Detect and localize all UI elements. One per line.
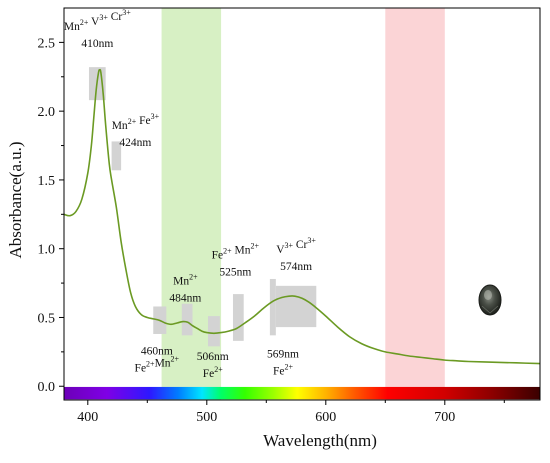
annotation-6-line-0: 506nm [197,351,229,363]
annotation-1-line-1: 424nm [119,137,151,149]
x-tick-label-700: 700 [434,410,455,425]
annotation-2-line-1: 484nm [169,292,201,304]
axis-ticks: 400 500 600 700 0.0 0.5 1.0 1.5 2.0 2.5 [38,36,505,425]
highlight-bands [161,8,445,400]
y-tick-label-5: 2.5 [38,36,56,51]
transition-marker-6 [269,278,276,336]
y-axis-title: Absorbance(a.u.) [6,141,25,258]
annotation-5-line-0: 460nm [141,346,173,358]
plot-frame [63,7,541,401]
transition-marker-1 [111,141,122,171]
x-tick-label-500: 500 [196,410,217,425]
transition-marker-5 [232,294,244,341]
x-axis-title: Wavelength(nm) [263,431,377,450]
absorbance-curve [63,68,541,365]
annotation-4-line-1: 574nm [280,261,312,273]
x-tick-label-600: 600 [315,410,336,425]
y-tick-label-2: 1.0 [38,243,56,258]
annotation-7-line-0: 569nm [267,348,299,360]
oval-gemstone-icon [478,284,502,316]
annotation-6-line-1: Fe2+ [203,365,224,380]
transition-marker-3 [181,303,193,336]
annotation-3-line-1: 525nm [219,266,251,278]
annotation-2-line-0: Mn2+ [173,272,198,287]
plot-axes [63,7,541,401]
annotation-1-line-0: Mn2+ Fe3+ [112,112,160,132]
y-tick-label-4: 2.0 [38,105,56,120]
x-tick-label-400: 400 [77,410,98,425]
transition-marker-7 [275,285,317,328]
y-tick-label-0: 0.0 [38,380,56,395]
annotation-3-line-0: Fe2+ Mn2+ [212,241,260,261]
y-tick-label-3: 1.5 [38,174,56,189]
annotation-5-line-1: Fe2+Mn2+ [135,355,180,375]
annotation-4-line-0: V3+ Cr3+ [276,236,316,256]
annotation-0-line-0: Mn2+ V3+ Cr3+ [64,8,131,33]
annotation-0-line-1: 410nm [81,38,113,50]
transition-marker-4 [207,316,220,347]
highlight-band-1 [385,8,445,400]
peak-annotations: Mn2+ V3+ Cr3+ 410nm Mn2+ Fe3+ 424nm Mn2+ 484n… [64,8,317,380]
y-tick-label-1: 0.5 [38,311,56,326]
annotation-7-line-1: Fe2+ [273,362,294,377]
visible-spectrum-bar [64,386,540,400]
